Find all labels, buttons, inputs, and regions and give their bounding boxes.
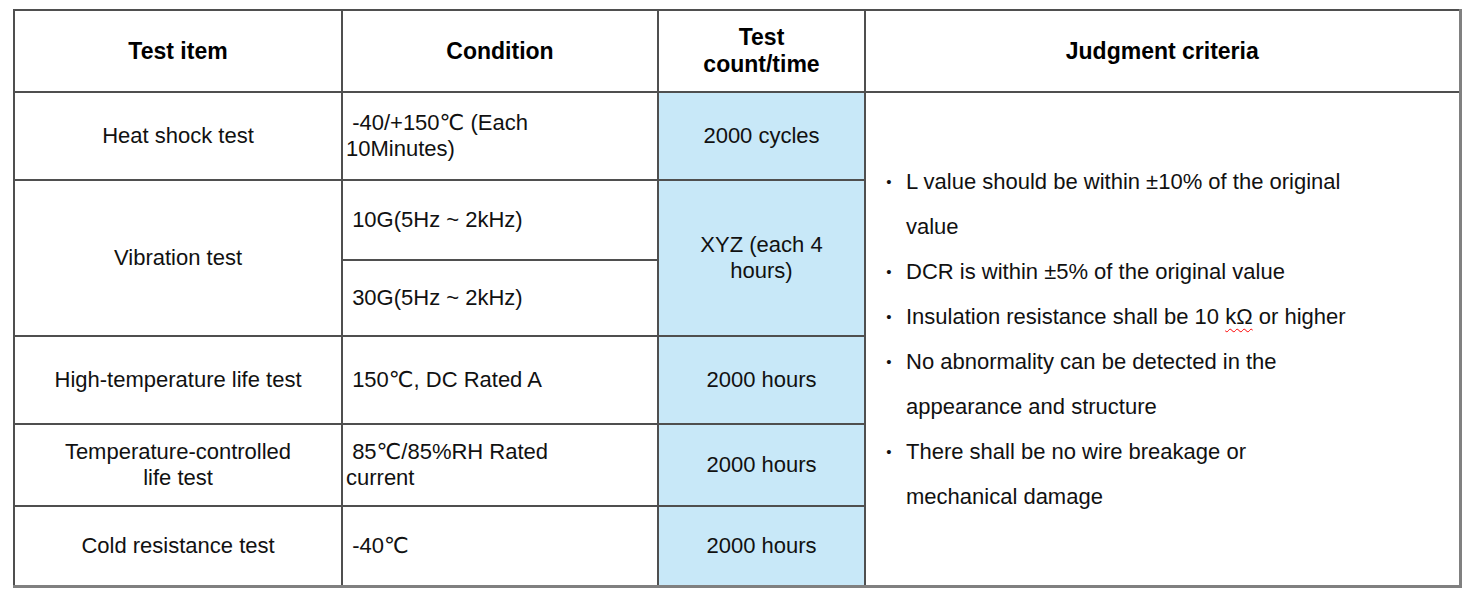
judgment-bullet-text: DCR is within ±5% of the original value	[906, 249, 1455, 294]
cell-test-item: Temperature-controlled life test	[14, 424, 342, 506]
cell-test-count: 2000 hours	[658, 336, 865, 424]
judgment-bullet: • There shall be no wire breakage or mec…	[872, 429, 1455, 519]
cell-condition: 10G(5Hz ~ 2kHz)	[342, 180, 658, 260]
cell-condition: 85℃/85%RH Rated current	[342, 424, 658, 506]
header-condition: Condition	[342, 10, 658, 92]
header-judgment-criteria: Judgment criteria	[865, 10, 1460, 92]
judgment-bullet-text: No abnormality can be detected in the ap…	[906, 339, 1455, 429]
cell-test-item: High-temperature life test	[14, 336, 342, 424]
cell-condition: 150℃, DC Rated A	[342, 336, 658, 424]
cell-condition: -40℃	[342, 506, 658, 586]
header-test-count-time: Test count/time	[658, 10, 865, 92]
judgment-bullet: • Insulation resistance shall be 10 kΩ o…	[872, 294, 1455, 339]
cell-test-count: XYZ (each 4 hours)	[658, 180, 865, 336]
cell-test-count: 2000 cycles	[658, 92, 865, 180]
bullet-icon: •	[872, 249, 906, 294]
judgment-bullet-text: There shall be no wire breakage or mecha…	[906, 429, 1455, 519]
cell-test-item: Heat shock test	[14, 92, 342, 180]
judgment-bullet: • No abnormality can be detected in the …	[872, 339, 1455, 429]
judgment-bullet-text: L value should be within ±10% of the ori…	[906, 159, 1455, 249]
cell-test-item: Vibration test	[14, 180, 342, 336]
judgment-criteria-cell: • L value should be within ±10% of the o…	[865, 92, 1460, 586]
judgment-bullet: • DCR is within ±5% of the original valu…	[872, 249, 1455, 294]
header-test-item: Test item	[14, 10, 342, 92]
cell-test-item: Cold resistance test	[14, 506, 342, 586]
header-row: Test item Condition Test count/time Judg…	[14, 10, 1460, 92]
cell-test-count: 2000 hours	[658, 506, 865, 586]
judgment-bullet-text: Insulation resistance shall be 10 kΩ or …	[906, 294, 1455, 339]
judgment-bullet-text-pre: Insulation resistance shall be 10	[906, 304, 1225, 329]
cell-condition: 30G(5Hz ~ 2kHz)	[342, 260, 658, 336]
bullet-icon: •	[872, 339, 906, 384]
cell-test-count: 2000 hours	[658, 424, 865, 506]
spellcheck-underlined-word: kΩ	[1225, 304, 1252, 329]
bullet-icon: •	[872, 429, 906, 474]
row-heat-shock: Heat shock test -40/+150℃ (Each 10Minute…	[14, 92, 1460, 180]
reliability-test-table: Test item Condition Test count/time Judg…	[13, 9, 1462, 588]
bullet-icon: •	[872, 159, 906, 204]
cell-condition: -40/+150℃ (Each 10Minutes)	[342, 92, 658, 180]
judgment-bullet-text-post: or higher	[1253, 304, 1346, 329]
judgment-bullet: • L value should be within ±10% of the o…	[872, 159, 1455, 249]
judgment-bullet-list: • L value should be within ±10% of the o…	[872, 159, 1455, 519]
bullet-icon: •	[872, 294, 906, 339]
